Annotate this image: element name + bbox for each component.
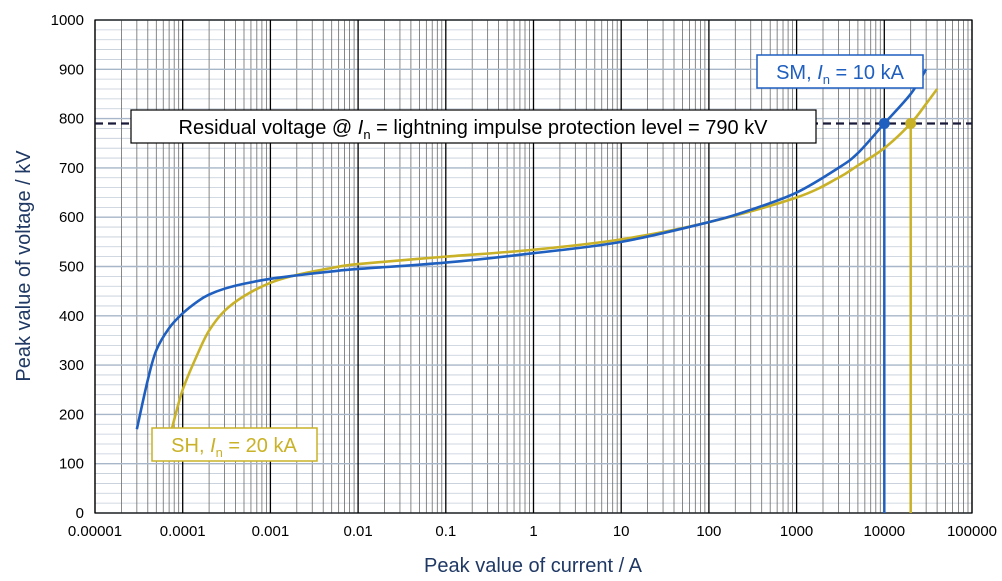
x-tick-label: 10	[613, 523, 630, 540]
sm-label-suffix: = 10 kA	[830, 62, 905, 84]
annotation-current-subscript: n	[363, 127, 370, 142]
sh-marker-point	[905, 118, 917, 130]
sm-marker-point	[878, 118, 890, 130]
protection-level-annotation: Residual voltage @ In = lightning impuls…	[179, 117, 769, 142]
x-tick-label: 0.0001	[160, 523, 206, 540]
protection-level-annotation-box	[130, 109, 817, 144]
sm-label-subscript: n	[823, 72, 830, 87]
sm-label-prefix: SM,	[776, 62, 817, 84]
plot-frame	[94, 19, 973, 514]
sh-label-subscript: n	[216, 445, 223, 460]
sh-label: SH, In = 20 kA	[171, 435, 297, 460]
sh-label-suffix: = 20 kA	[223, 435, 298, 457]
x-tick-label: 10000	[863, 523, 905, 540]
x-tick-label: 1000	[780, 523, 813, 540]
y-tick-label: 200	[59, 406, 84, 423]
x-tick-labels: 0.00001 0.0001 0.001 0.01 0.1 1 10 100 1000 10000…	[68, 523, 997, 540]
x-tick-label: 0.1	[435, 523, 456, 540]
sh-series-line	[170, 88, 939, 430]
annotation-text-suffix: = lightning impulse protection level = 7…	[371, 117, 769, 139]
y-tick-label: 400	[59, 308, 84, 325]
x-tick-label: 0.01	[343, 523, 372, 540]
y-tick-label: 1000	[51, 12, 84, 29]
x-tick-label: 1	[529, 523, 537, 540]
y-tick-label: 900	[59, 61, 84, 78]
x-tick-label: 0.001	[252, 523, 290, 540]
sh-label-current-symbol: I	[210, 435, 216, 457]
y-tick-label: 300	[59, 357, 84, 374]
sm-label-box	[756, 54, 924, 89]
y-tick-label: 600	[59, 209, 84, 226]
annotation-text-prefix: Residual voltage @	[179, 117, 358, 139]
x-tick-label: 100	[696, 523, 721, 540]
sh-label-box	[151, 427, 318, 462]
sh-label-prefix: SH,	[171, 435, 210, 457]
sm-label: SM, In = 10 kA	[776, 62, 905, 87]
x-axis-label: Peak value of current / A	[424, 555, 643, 577]
y-axis-label: Peak value of voltage / kV	[13, 150, 35, 382]
y-tick-label: 700	[59, 160, 84, 177]
y-tick-label: 500	[59, 259, 84, 276]
y-tick-label: 100	[59, 456, 84, 473]
y-tick-labels: 0 100 200 300 400 500 600 700 800 900 1000	[51, 12, 84, 522]
sm-label-current-symbol: I	[817, 62, 823, 84]
y-tick-label: 0	[76, 505, 84, 522]
x-tick-label: 100000	[947, 523, 997, 540]
sm-series-line	[135, 68, 928, 430]
x-tick-label: 0.00001	[68, 523, 122, 540]
y-tick-label: 800	[59, 111, 84, 128]
annotation-current-symbol: I	[358, 117, 364, 139]
